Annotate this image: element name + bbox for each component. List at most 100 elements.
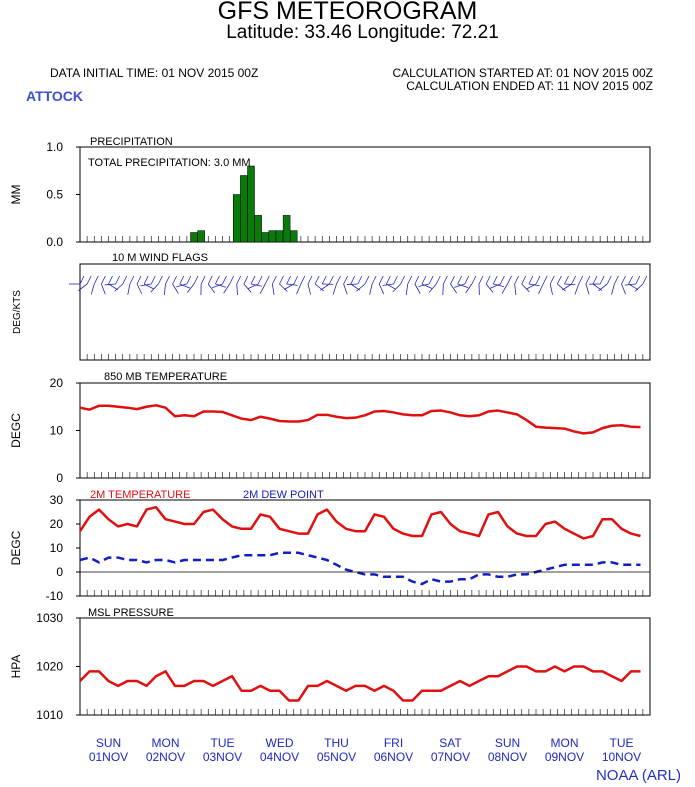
wind-flag: [108, 283, 119, 291]
precip-bar: [261, 232, 269, 243]
wind-flag: [212, 283, 223, 289]
panel-frame: [79, 382, 651, 479]
wind-barb: [485, 275, 491, 285]
precip-bar: [240, 175, 248, 243]
wind-barb: [222, 275, 227, 285]
date-label: 09NOV: [545, 750, 584, 764]
panel-frame: [79, 617, 651, 716]
wind-flag: [307, 283, 312, 295]
precip-bar: [247, 165, 255, 243]
wind-barb: [101, 275, 106, 285]
wind-barb: [400, 275, 405, 285]
y-axis-label: DEGC: [9, 530, 23, 565]
wind-barb: [314, 275, 320, 285]
wind-flag: [320, 283, 330, 291]
wind-barb: [407, 275, 413, 285]
wind-flag: [450, 283, 457, 294]
panel-3: DEGC -10 0 10 20 30: [9, 493, 651, 603]
wind-flag: [557, 283, 566, 292]
wind-flag: [90, 283, 95, 295]
wind-barb: [243, 275, 249, 285]
wind-barb: [535, 275, 541, 285]
y-axis-label: DEG/KTS: [12, 290, 23, 334]
wind-barb: [414, 275, 420, 285]
panel-1: DEG/KTS: [12, 263, 651, 361]
wind-barb: [165, 275, 170, 285]
wind-barb: [307, 275, 313, 285]
wind-barb: [179, 275, 185, 285]
wind-flag: [186, 283, 195, 293]
date-label: 08NOV: [488, 750, 527, 764]
wind-flag: [346, 283, 358, 285]
y-axis-label: MM: [9, 185, 23, 205]
wind-barb: [357, 275, 363, 285]
wind-barb: [108, 275, 113, 285]
wind-barb: [621, 275, 626, 285]
precip-bar: [282, 215, 291, 243]
temp-2m-line: [78, 505, 641, 540]
wind-barb: [371, 275, 377, 285]
precip-bar: [268, 230, 277, 243]
wind-barb: [300, 275, 306, 285]
date-label: 10NOV: [602, 750, 641, 764]
wind-flag: [243, 283, 252, 293]
wind-flag: [521, 283, 530, 293]
wind-barb: [578, 275, 584, 285]
precip-bar: [290, 230, 298, 243]
date-label: 07NOV: [431, 750, 470, 764]
wind-barb: [585, 275, 591, 285]
y-axis-label: DEGC: [9, 413, 23, 448]
credit-label: NOAA (ARL): [595, 767, 681, 784]
wind-barb: [229, 275, 234, 285]
wind-barb: [136, 275, 142, 285]
wind-flag: [223, 283, 230, 294]
dewpoint-2m-line: [79, 551, 641, 586]
wind-barb: [464, 275, 470, 285]
wind-flag: [418, 283, 430, 287]
wind-flag: [259, 283, 266, 294]
wind-barb: [542, 275, 548, 285]
wind-barb: [378, 275, 384, 285]
date-label: 02NOV: [146, 750, 185, 764]
wind-flag: [501, 283, 508, 294]
date-label: 03NOV: [203, 750, 242, 764]
wind-flag: [585, 283, 590, 295]
calculation-ended: CALCULATION ENDED AT: 11 NOV 2015 00Z: [406, 79, 653, 93]
wind-barb: [172, 275, 177, 285]
day-label: SUN: [495, 736, 520, 750]
y-tick-label: -10: [46, 589, 64, 603]
wind-flag: [621, 283, 626, 295]
wind-flag: [369, 283, 373, 295]
wind-flag: [485, 283, 494, 293]
wind-barb: [279, 275, 284, 285]
wind-barb: [257, 275, 263, 285]
date-label: 06NOV: [374, 750, 413, 764]
wind-barb: [492, 275, 498, 285]
y-tick-label: 0.5: [46, 188, 63, 202]
wind-barb: [599, 275, 605, 285]
precip-bar: [197, 230, 205, 243]
wind-flag: [526, 283, 537, 290]
location-subtitle: Latitude: 33.46 Longitude: 72.21: [226, 22, 499, 43]
day-label: TUE: [211, 736, 235, 750]
wind-barb: [528, 275, 534, 285]
day-label: MON: [152, 736, 180, 750]
panel-4: HPA 1010 1020 1030: [9, 611, 651, 722]
wind-barb: [628, 275, 633, 285]
wind-barb: [321, 275, 327, 285]
wind-flag: [271, 283, 275, 295]
wind-barb: [350, 275, 356, 285]
wind-barb: [478, 275, 484, 285]
wind-barb: [443, 275, 448, 285]
pressure-title: MSL PRESSURE: [88, 607, 174, 619]
y-tick-label: 10: [50, 424, 64, 438]
wind-barb: [115, 275, 120, 285]
wind-barb: [250, 275, 256, 285]
panel-2: DEGC 0 10 20: [9, 376, 651, 485]
wind-flag: [172, 283, 179, 294]
page-title: GFS METEOROGRAM: [217, 0, 478, 25]
wind-barb: [143, 275, 149, 285]
wind-barb: [293, 275, 299, 285]
wind-barb: [86, 275, 92, 285]
precip-bar: [233, 194, 241, 243]
